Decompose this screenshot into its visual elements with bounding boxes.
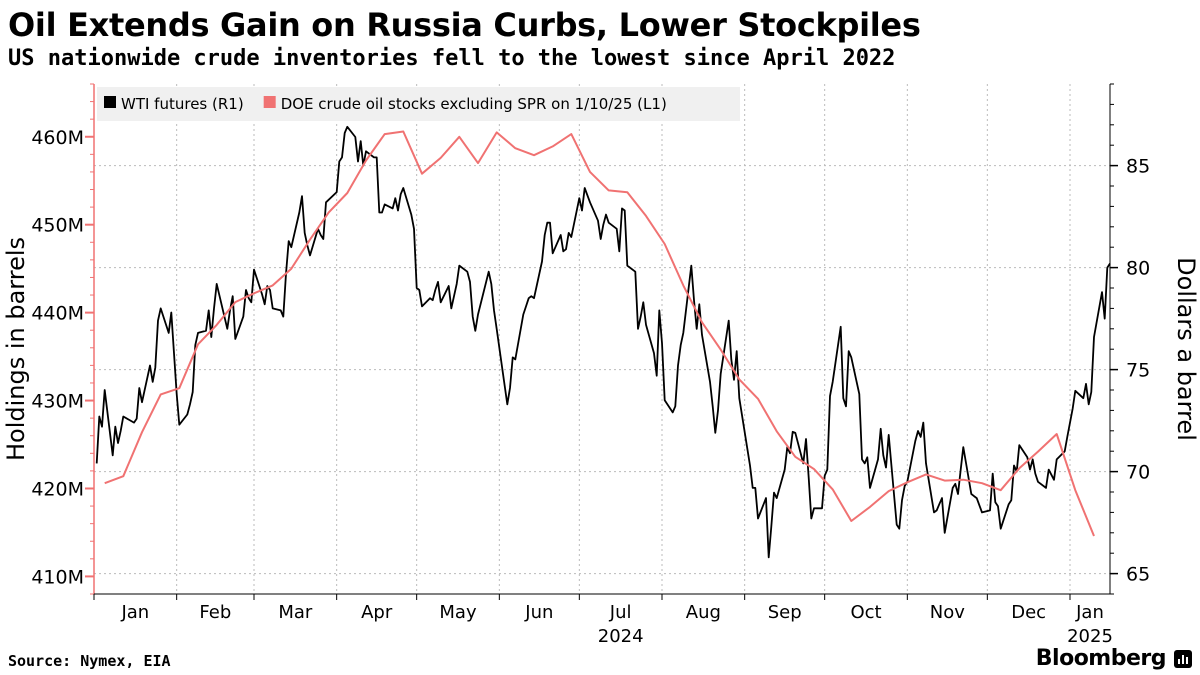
x-tick-label: Dec xyxy=(1011,602,1046,623)
x-tick-label: Apr xyxy=(361,602,393,623)
right-tick-label: 75 xyxy=(1126,360,1150,382)
left-tick-label: 440M xyxy=(31,303,84,325)
chart-title: Oil Extends Gain on Russia Curbs, Lower … xyxy=(8,6,921,44)
left-tick-label: 430M xyxy=(31,391,84,413)
x-tick-label: May xyxy=(439,602,477,623)
x-tick-label: Sep xyxy=(768,602,802,623)
left-axis-title: Holdings in barrels xyxy=(2,237,30,461)
left-tick-label: 450M xyxy=(31,215,84,237)
x-tick-label: Nov xyxy=(930,602,965,623)
right-tick-label: 65 xyxy=(1126,564,1150,586)
legend-label-stocks: DOE crude oil stocks excluding SPR on 1/… xyxy=(281,95,667,113)
x-tick-label: Oct xyxy=(850,602,881,623)
wti-series-line xyxy=(95,125,1111,559)
bloomberg-logo: Bloomberg xyxy=(1035,646,1167,671)
x-tick-label: Jun xyxy=(524,602,553,623)
stocks-series-line xyxy=(104,130,1095,537)
x-year-label: 2024 xyxy=(598,626,644,647)
bloomberg-terminal-icon xyxy=(1174,650,1192,668)
left-tick-label: 410M xyxy=(31,566,84,588)
source-note: Source: Nymex, EIA xyxy=(8,652,171,670)
x-tick-label: Jan xyxy=(1075,602,1104,623)
left-tick-label: 460M xyxy=(31,127,84,149)
x-tick-label: Jan xyxy=(120,602,149,623)
x-tick-label: Feb xyxy=(199,602,231,623)
right-tick-label: 85 xyxy=(1126,156,1150,178)
legend-swatch-stocks xyxy=(263,96,276,108)
legend-box xyxy=(97,87,740,121)
right-tick-label: 70 xyxy=(1126,462,1150,484)
legend-label-wti: WTI futures (R1) xyxy=(121,95,244,113)
x-year-label: 2025 xyxy=(1067,626,1113,647)
x-tick-label: Mar xyxy=(278,602,313,623)
x-tick-label: Aug xyxy=(686,602,721,623)
right-axis-title: Dollars a barrel xyxy=(1172,257,1200,441)
legend-swatch-wti xyxy=(104,96,116,108)
left-tick-label: 420M xyxy=(31,478,84,500)
x-tick-label: Jul xyxy=(609,602,632,623)
right-tick-label: 80 xyxy=(1126,258,1150,280)
chart-subtitle: US nationwide crude inventories fell to … xyxy=(8,46,896,71)
